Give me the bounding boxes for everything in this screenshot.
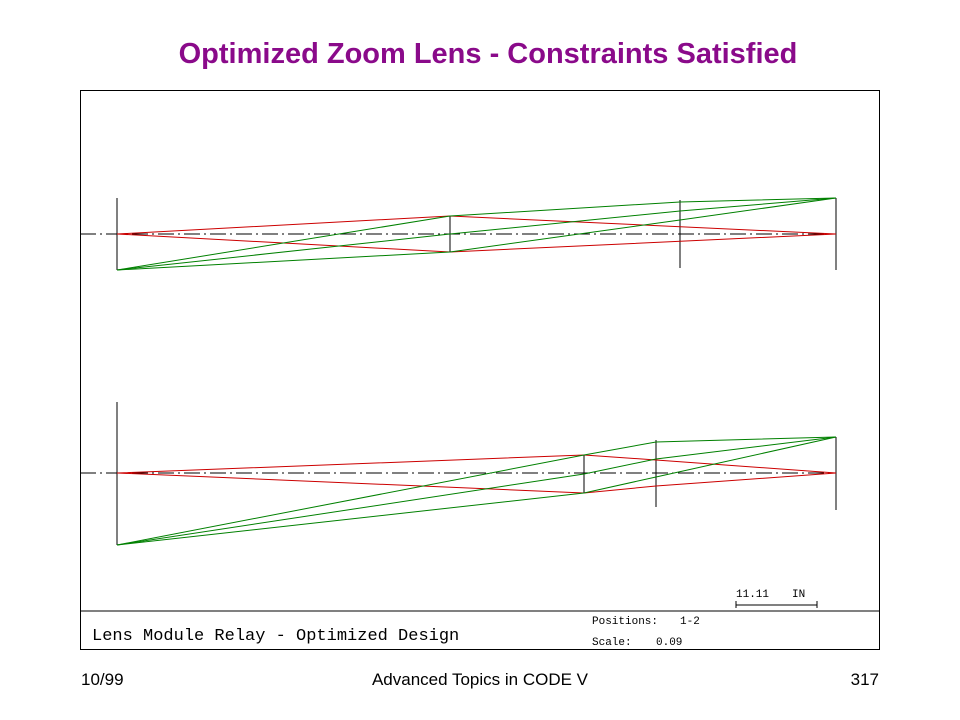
footer-course: Advanced Topics in CODE V xyxy=(371,670,589,689)
scale-bar-unit: IN xyxy=(792,589,805,601)
slide-title: Optimized Zoom Lens - Constraints Satisf… xyxy=(178,38,798,70)
positions-label: Positions: xyxy=(592,616,658,628)
axial-ray-lower xyxy=(116,472,837,494)
field-ray-2 xyxy=(116,436,837,546)
footer-page-number: 317 xyxy=(850,670,879,689)
scale-value: 0.09 xyxy=(656,637,682,649)
diagram-frame xyxy=(80,90,880,650)
field-ray-1 xyxy=(116,197,837,271)
scale-bar-value: 11.11 xyxy=(736,589,769,601)
field-ray-1 xyxy=(116,436,837,546)
position-1-layout xyxy=(80,197,837,271)
scale-label: Scale: xyxy=(592,637,632,649)
field-ray-3 xyxy=(116,197,837,271)
position-2-layout xyxy=(80,402,837,546)
lens-layout-diagram: 11.11 IN Lens Module Relay - Optimized D… xyxy=(80,197,880,649)
axial-ray-lower xyxy=(116,233,837,253)
footer-date: 10/99 xyxy=(81,670,124,689)
field-ray-2 xyxy=(116,197,837,271)
design-name: Lens Module Relay - Optimized Design xyxy=(92,627,459,646)
scale-bar: 11.11 IN xyxy=(735,589,818,608)
axial-ray-upper xyxy=(116,454,837,474)
field-ray-3 xyxy=(116,436,837,546)
positions-value: 1-2 xyxy=(680,616,700,628)
